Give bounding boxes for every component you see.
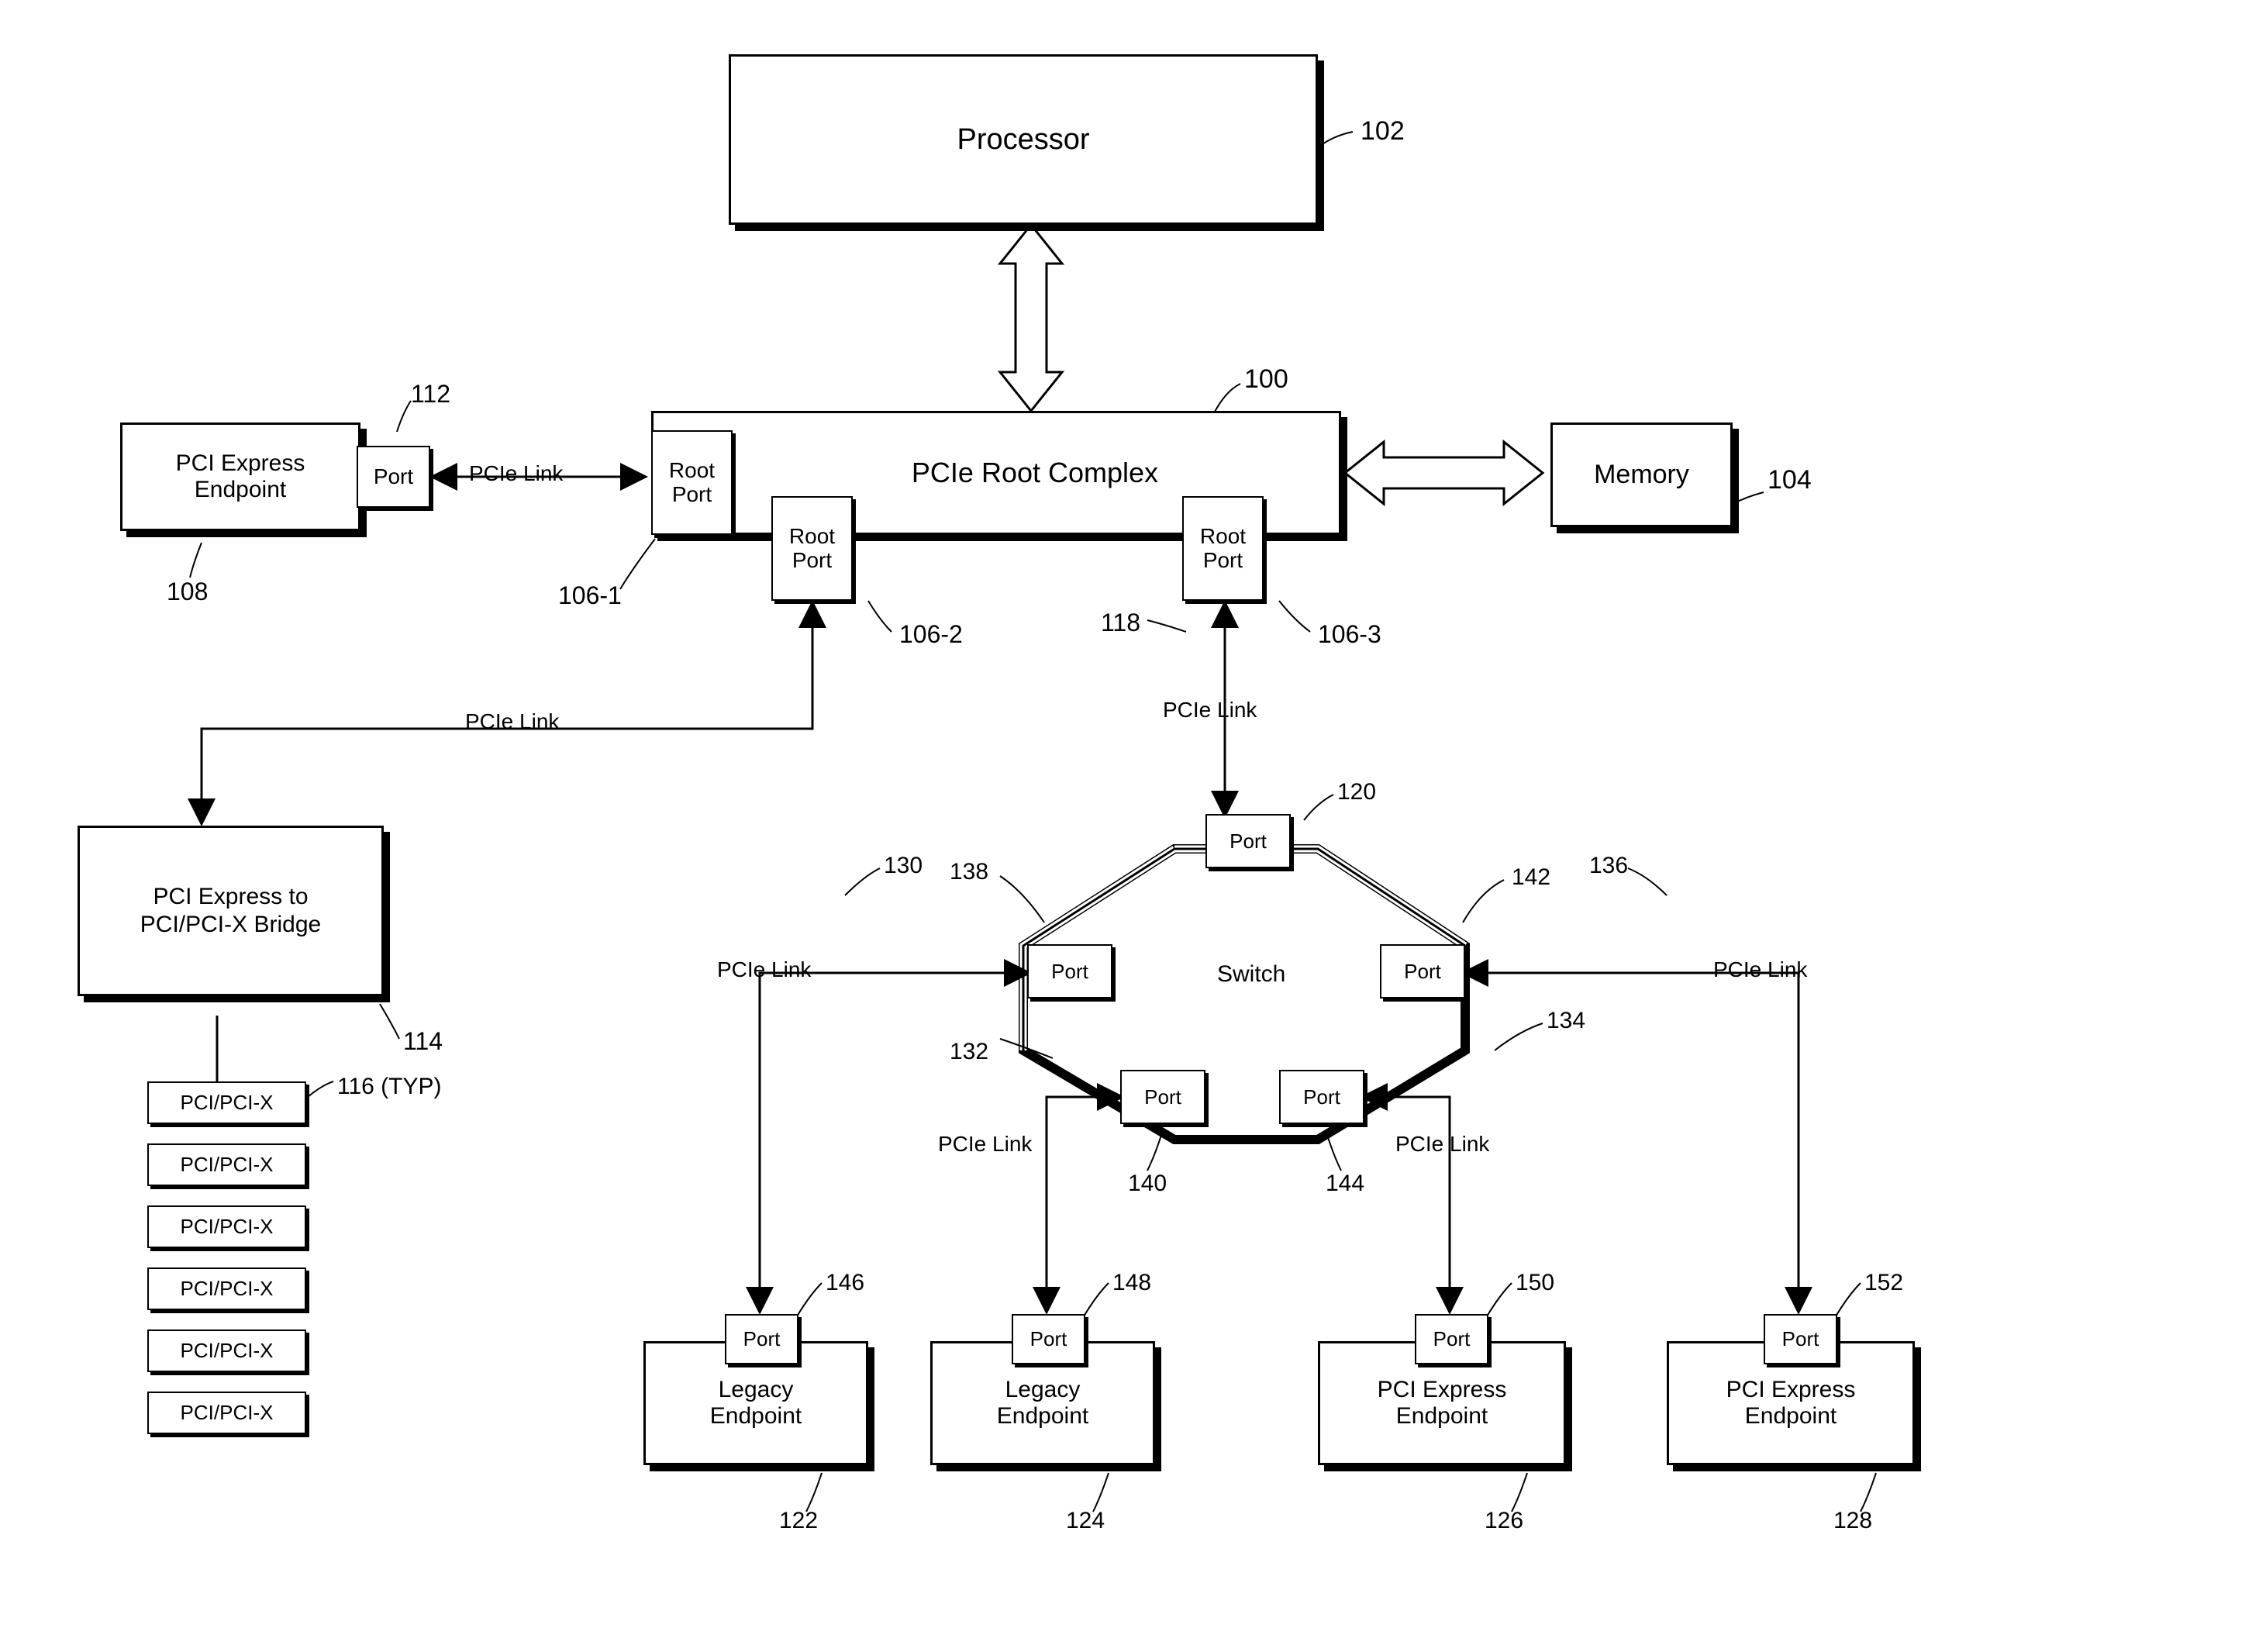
endpoint-108-box: PCI ExpressEndpoint bbox=[120, 422, 360, 531]
port-144: Port bbox=[1279, 1070, 1364, 1124]
port-148: Port bbox=[1012, 1314, 1085, 1364]
ref-152: 152 bbox=[1864, 1270, 1903, 1296]
ref-106-2: 106-2 bbox=[899, 620, 963, 649]
root-port-1: RootPort bbox=[651, 430, 733, 535]
pcix-3: PCI/PCI-X bbox=[147, 1205, 306, 1248]
root-port-2: RootPort bbox=[771, 496, 853, 601]
root-port-3-label: RootPort bbox=[1200, 525, 1246, 573]
port-138: Port bbox=[1027, 944, 1112, 998]
ref-132: 132 bbox=[950, 1039, 988, 1065]
ref-120: 120 bbox=[1337, 779, 1376, 805]
ref-104: 104 bbox=[1768, 465, 1812, 495]
ref-106-3: 106-3 bbox=[1318, 620, 1381, 649]
link-136-label: PCIe Link bbox=[1713, 957, 1807, 982]
port-152: Port bbox=[1764, 1314, 1837, 1364]
link-134-label: PCIe Link bbox=[1395, 1132, 1489, 1157]
port-140: Port bbox=[1120, 1070, 1205, 1124]
ref-100: 100 bbox=[1244, 364, 1288, 395]
pcix-1: PCI/PCI-X bbox=[147, 1081, 306, 1124]
root-port-2-label: RootPort bbox=[789, 525, 835, 573]
port-112: Port bbox=[357, 446, 430, 508]
pcix-2: PCI/PCI-X bbox=[147, 1143, 306, 1186]
pcix-4: PCI/PCI-X bbox=[147, 1267, 306, 1310]
ref-102: 102 bbox=[1361, 116, 1405, 147]
link-132-label: PCIe Link bbox=[938, 1132, 1032, 1157]
diagram-canvas: Processor 102 PCIe Root Complex 100 Memo… bbox=[0, 0, 2259, 1652]
root-port-1-label: RootPort bbox=[669, 459, 715, 507]
ref-146: 146 bbox=[826, 1270, 864, 1296]
bridge-label: PCI Express toPCI/PCI-X Bridge bbox=[140, 883, 321, 939]
ref-108: 108 bbox=[167, 578, 208, 606]
root-port-3: RootPort bbox=[1182, 496, 1264, 601]
endpoint-108-label: PCI ExpressEndpoint bbox=[176, 450, 305, 504]
ref-128: 128 bbox=[1833, 1508, 1872, 1534]
link-label-left: PCIe Link bbox=[465, 709, 559, 734]
switch-label: Switch bbox=[1217, 961, 1285, 988]
root-complex-label: PCIe Root Complex bbox=[912, 457, 1158, 489]
ref-150: 150 bbox=[1516, 1270, 1554, 1296]
ref-148: 148 bbox=[1112, 1270, 1151, 1296]
port-146: Port bbox=[725, 1314, 798, 1364]
pcix-5: PCI/PCI-X bbox=[147, 1330, 306, 1372]
ref-126: 126 bbox=[1485, 1508, 1523, 1534]
port-150: Port bbox=[1415, 1314, 1488, 1364]
ref-142: 142 bbox=[1512, 864, 1550, 891]
ref-118: 118 bbox=[1101, 609, 1140, 637]
ref-122: 122 bbox=[779, 1508, 818, 1534]
processor-box: Processor bbox=[729, 54, 1318, 225]
processor-label: Processor bbox=[957, 123, 1089, 157]
ref-114: 114 bbox=[403, 1027, 443, 1056]
ref-124: 124 bbox=[1066, 1508, 1105, 1534]
ref-134: 134 bbox=[1547, 1008, 1585, 1034]
ref-144: 144 bbox=[1326, 1171, 1364, 1197]
ref-112: 112 bbox=[411, 380, 450, 409]
link-label-top: PCIe Link bbox=[469, 461, 563, 486]
port-112-label: Port bbox=[374, 464, 413, 489]
port-120: Port bbox=[1205, 814, 1291, 868]
ref-106-1: 106-1 bbox=[558, 581, 622, 610]
memory-label: Memory bbox=[1594, 460, 1689, 490]
ref-136: 136 bbox=[1589, 853, 1628, 879]
ref-140: 140 bbox=[1128, 1171, 1167, 1197]
ref-116: 116 (TYP) bbox=[337, 1074, 442, 1100]
link-130-label: PCIe Link bbox=[717, 957, 811, 982]
link-label-118: PCIe Link bbox=[1163, 698, 1257, 723]
ref-130: 130 bbox=[884, 853, 923, 879]
port-142: Port bbox=[1380, 944, 1465, 998]
pcix-6: PCI/PCI-X bbox=[147, 1392, 306, 1434]
bridge-box: PCI Express toPCI/PCI-X Bridge bbox=[78, 826, 384, 996]
memory-box: Memory bbox=[1550, 422, 1733, 527]
ref-138: 138 bbox=[950, 859, 988, 885]
